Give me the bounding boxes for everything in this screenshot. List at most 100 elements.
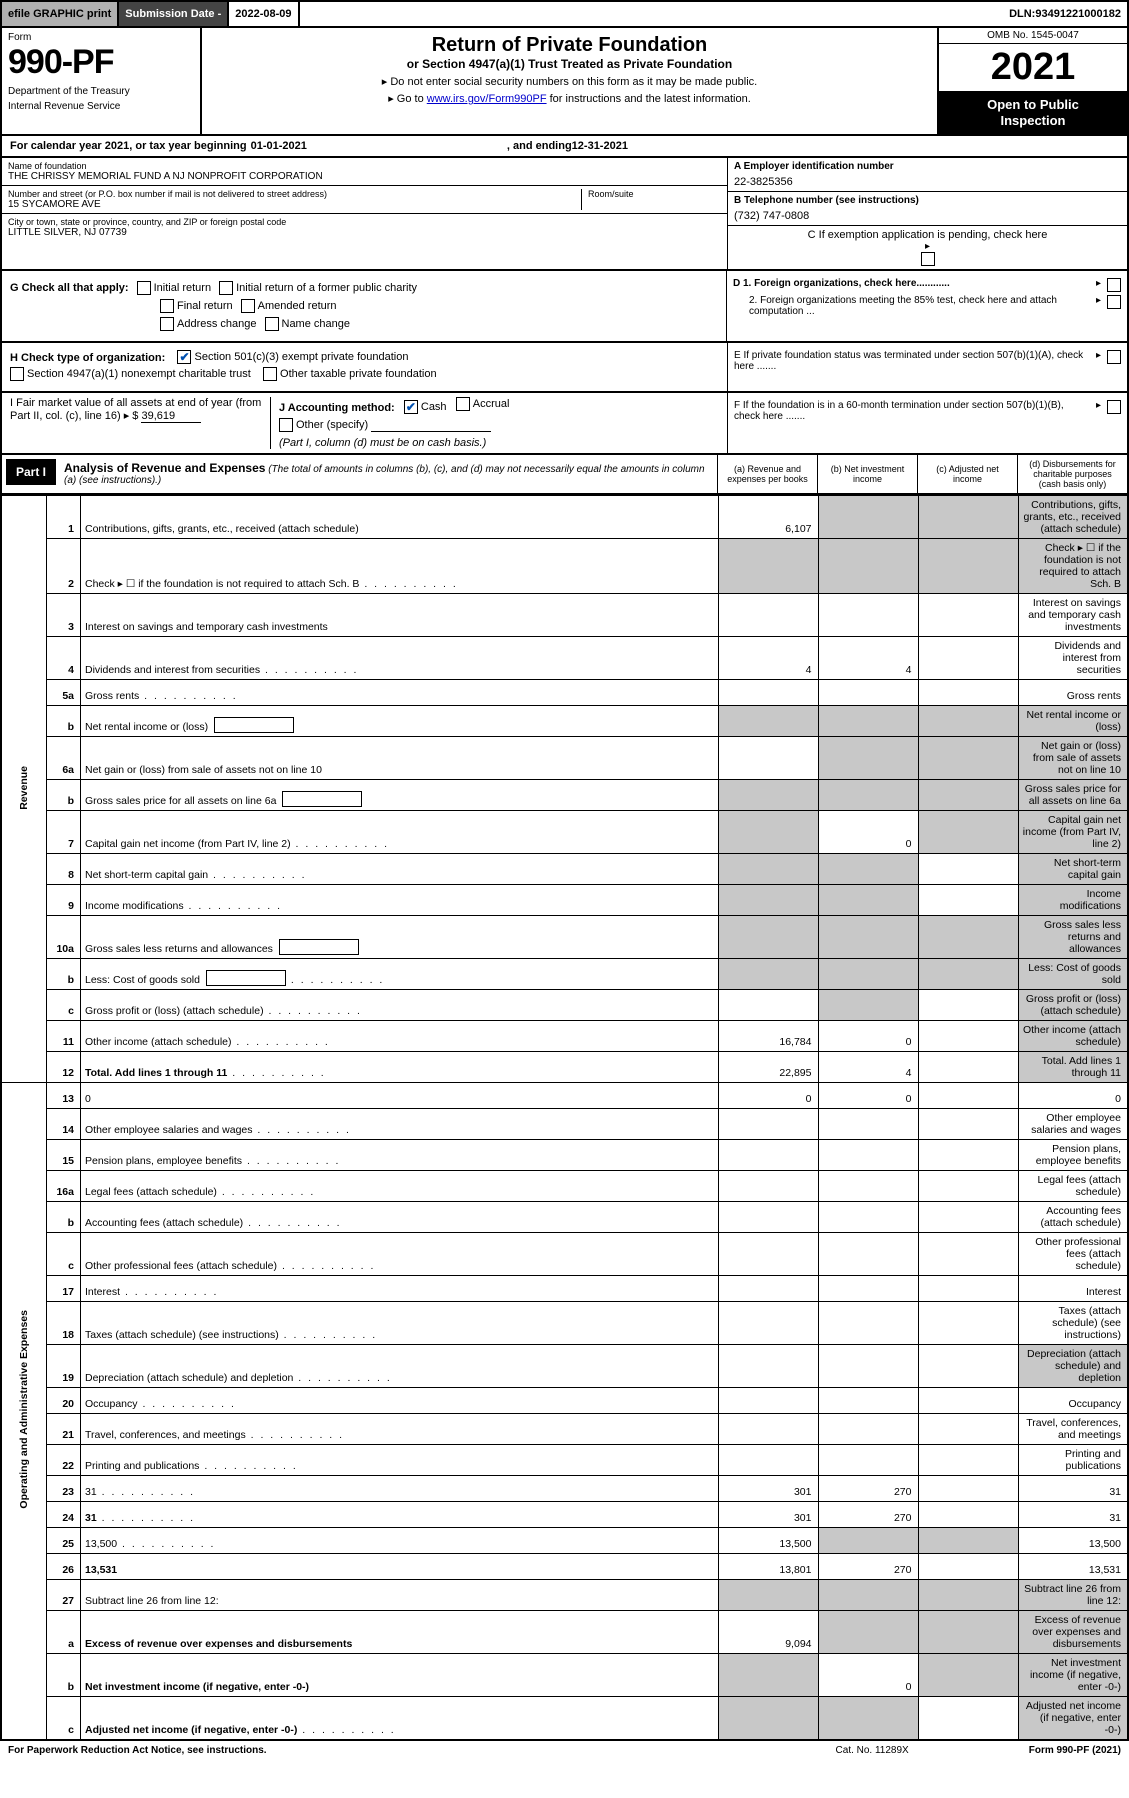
line-number: 3	[47, 594, 81, 637]
efile-print-button[interactable]: efile GRAPHIC print	[2, 2, 119, 26]
g-initial-return[interactable]: Initial return	[137, 281, 211, 295]
g-initial-former[interactable]: Initial return of a former public charit…	[219, 281, 417, 295]
cell-value: Printing and publications	[1018, 1445, 1128, 1476]
cell-value: 0	[1018, 1083, 1128, 1109]
j-accrual[interactable]: Accrual	[456, 397, 510, 411]
city-label: City or town, state or province, country…	[8, 217, 721, 227]
cell-value: Net short-term capital gain	[1018, 854, 1128, 885]
g-name-change[interactable]: Name change	[265, 317, 351, 331]
g-address-change[interactable]: Address change	[160, 317, 257, 331]
table-row: bLess: Cost of goods soldLess: Cost of g…	[1, 959, 1128, 990]
cell-value	[818, 1202, 918, 1233]
cell-value	[918, 1654, 1018, 1697]
cell-value: Contributions, gifts, grants, etc., rece…	[1018, 496, 1128, 539]
table-row: cOther professional fees (attach schedul…	[1, 1233, 1128, 1276]
cell-value	[918, 706, 1018, 737]
cell-value	[718, 1276, 818, 1302]
cell-value	[718, 1171, 818, 1202]
form-year-block: OMB No. 1545-0047 2021 Open to PublicIns…	[937, 28, 1127, 134]
cell-value	[718, 706, 818, 737]
table-row: 20OccupancyOccupancy	[1, 1388, 1128, 1414]
table-row: 4Dividends and interest from securities4…	[1, 637, 1128, 680]
table-row: 22Printing and publicationsPrinting and …	[1, 1445, 1128, 1476]
cell-value	[718, 1109, 818, 1140]
cell-value	[818, 990, 918, 1021]
cell-value	[718, 680, 818, 706]
section-ijf: I Fair market value of all assets at end…	[0, 393, 1129, 455]
cell-value: 301	[718, 1476, 818, 1502]
footer-left: For Paperwork Reduction Act Notice, see …	[8, 1745, 267, 1756]
cell-value: Interest on savings and temporary cash i…	[1018, 594, 1128, 637]
cell-value	[718, 1654, 818, 1697]
line-description: Depreciation (attach schedule) and deple…	[81, 1345, 719, 1388]
line-number: b	[47, 780, 81, 811]
i-label: I Fair market value of all assets at end…	[10, 397, 261, 422]
h-4947a1[interactable]: Section 4947(a)(1) nonexempt charitable …	[10, 367, 251, 381]
line-number: 11	[47, 1021, 81, 1052]
cell-value	[918, 637, 1018, 680]
address-label: Number and street (or P.O. box number if…	[8, 189, 581, 199]
submission-date-label: Submission Date -	[119, 2, 229, 26]
form-id-block: Form 990-PF Department of the Treasury I…	[2, 28, 202, 134]
col-c-header: (c) Adjusted net income	[917, 455, 1017, 493]
cell-value	[718, 1697, 818, 1741]
cell-value	[918, 1109, 1018, 1140]
cell-value	[818, 680, 918, 706]
footer-form: Form 990-PF (2021)	[1029, 1745, 1121, 1756]
cell-value: 13,531	[1018, 1554, 1128, 1580]
line-description: Subtract line 26 from line 12:	[81, 1580, 719, 1611]
line-number: b	[47, 959, 81, 990]
line-number: 9	[47, 885, 81, 916]
address-value: 15 SYCAMORE AVE	[8, 199, 581, 210]
g-amended-return[interactable]: Amended return	[241, 299, 337, 313]
line-number: 12	[47, 1052, 81, 1083]
table-row: 2613,53113,80127013,531	[1, 1554, 1128, 1580]
cell-value	[718, 1345, 818, 1388]
h-other-taxable[interactable]: Other taxable private foundation	[263, 367, 437, 381]
cell-value: Capital gain net income (from Part IV, l…	[1018, 811, 1128, 854]
cell-value: 6,107	[718, 496, 818, 539]
cell-value	[818, 737, 918, 780]
d2-checkbox[interactable]	[1107, 295, 1121, 309]
table-row: 2Check ▸ ☐ if the foundation is not requ…	[1, 539, 1128, 594]
e-label: E If private foundation status was termi…	[734, 350, 1090, 372]
line-description: 31	[81, 1502, 719, 1528]
cell-value	[818, 916, 918, 959]
cell-value	[918, 854, 1018, 885]
cell-value	[718, 854, 818, 885]
cell-value	[718, 885, 818, 916]
j-cash[interactable]: ✔Cash	[404, 400, 447, 414]
form-title-block: Return of Private Foundation or Section …	[202, 28, 937, 134]
table-row: 7Capital gain net income (from Part IV, …	[1, 811, 1128, 854]
table-row: 21Travel, conferences, and meetingsTrave…	[1, 1414, 1128, 1445]
cell-value	[718, 539, 818, 594]
cell-value	[918, 594, 1018, 637]
line-number: 26	[47, 1554, 81, 1580]
footer-cat: Cat. No. 11289X	[836, 1745, 909, 1756]
h-501c3[interactable]: ✔Section 501(c)(3) exempt private founda…	[177, 350, 408, 364]
line-description: Other income (attach schedule)	[81, 1021, 719, 1052]
cell-value	[718, 1445, 818, 1476]
line-description: Printing and publications	[81, 1445, 719, 1476]
line-number: 1	[47, 496, 81, 539]
cell-value	[918, 959, 1018, 990]
line-number: 20	[47, 1388, 81, 1414]
j-other[interactable]: Other (specify)	[279, 418, 368, 432]
cell-value: 301	[718, 1502, 818, 1528]
phone-label: B Telephone number (see instructions)	[734, 195, 1121, 206]
f-checkbox[interactable]	[1107, 400, 1121, 414]
exemption-checkbox[interactable]	[921, 252, 935, 266]
cell-value: 31	[1018, 1476, 1128, 1502]
d1-checkbox[interactable]	[1107, 278, 1121, 292]
e-checkbox[interactable]	[1107, 350, 1121, 364]
line-number: 13	[47, 1083, 81, 1109]
line-description: Net short-term capital gain	[81, 854, 719, 885]
form-instructions-link[interactable]: www.irs.gov/Form990PF	[427, 93, 547, 105]
cell-value	[718, 959, 818, 990]
g-final-return[interactable]: Final return	[160, 299, 233, 313]
cell-value	[918, 1140, 1018, 1171]
cell-value	[918, 1302, 1018, 1345]
line-number: 18	[47, 1302, 81, 1345]
year-ending-label: , and ending	[507, 140, 572, 152]
cell-value	[918, 1233, 1018, 1276]
